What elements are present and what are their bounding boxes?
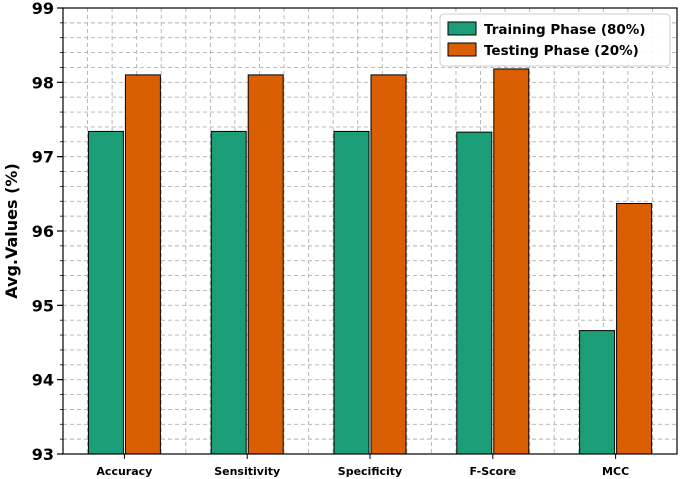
bar-mcc-series-2 [616, 202, 653, 455]
y-tick-label: 98 [32, 73, 54, 92]
y-tick-label: 96 [32, 222, 54, 241]
bar-sensitivity-series-2 [247, 74, 284, 455]
y-tick-label: 94 [32, 371, 54, 390]
bar-specificity-series-1 [333, 130, 370, 455]
legend: Training Phase (80%) Testing Phase (20%) [439, 13, 671, 67]
bar-mcc-series-1 [579, 330, 616, 455]
x-tick-label: F-Score [469, 465, 516, 478]
bar-specificity-series-2 [370, 74, 407, 455]
bar-f-score-series-2 [493, 68, 530, 455]
bar-sensitivity-series-1 [210, 130, 247, 455]
x-tick-label: MCC [602, 465, 629, 478]
x-tick-label: Accuracy [96, 465, 152, 478]
legend-label: Testing Phase (20%) [484, 43, 639, 59]
bar-accuracy-series-2 [124, 74, 161, 455]
y-tick-label: 99 [32, 0, 54, 18]
bar-f-score-series-1 [456, 131, 493, 455]
x-tick-label: Specificity [338, 465, 402, 478]
legend-label: Training Phase (80%) [484, 22, 646, 38]
bar-accuracy-series-1 [87, 130, 124, 455]
y-tick-label: 97 [32, 148, 54, 167]
legend-swatch [447, 21, 477, 36]
y-axis-ticks: 93 94 95 96 97 98 99 [32, 0, 63, 464]
legend-swatch [447, 42, 477, 57]
y-tick-label: 95 [32, 296, 54, 315]
x-axis-ticks: Accuracy Sensitivity Specificity F-Score MCC [96, 454, 629, 478]
legend-box [439, 13, 671, 67]
x-tick-label: Sensitivity [214, 465, 280, 478]
y-axis-label: Avg.Values (%) [2, 163, 21, 299]
bars [87, 68, 653, 455]
y-tick-label: 93 [32, 445, 54, 464]
